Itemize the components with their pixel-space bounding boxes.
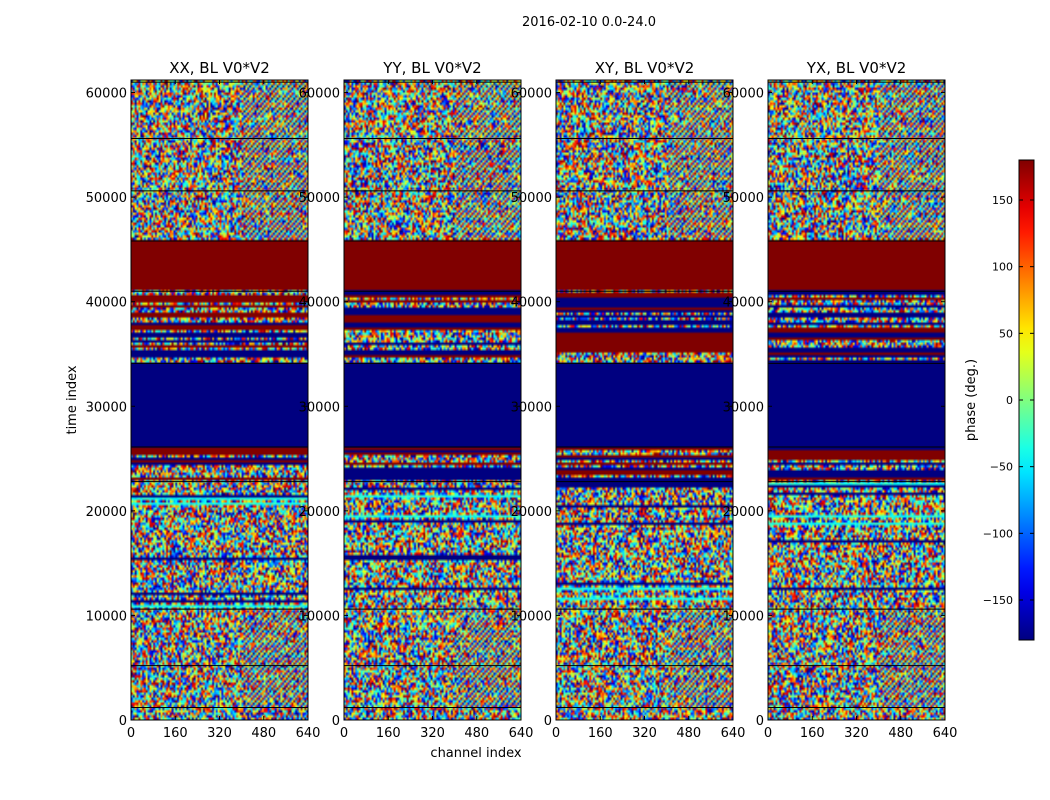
y-tick-label: 40000 <box>723 296 764 311</box>
x-tick-label: 160 <box>376 726 401 741</box>
y-tick-label: 0 <box>756 714 764 729</box>
y-tick-label: 60000 <box>86 87 127 102</box>
y-tick-label: 30000 <box>511 400 552 415</box>
y-tick-label: 50000 <box>86 191 127 206</box>
y-tick-label: 0 <box>544 714 552 729</box>
y-axis-label: time index <box>65 365 80 434</box>
x-tick-label: 640 <box>296 726 321 741</box>
colorbar-tick-label: −100 <box>983 527 1013 540</box>
panel-title-0: XX, BL V0*V2 <box>169 59 270 77</box>
y-tick-label: 40000 <box>299 296 340 311</box>
y-tick-label: 30000 <box>299 400 340 415</box>
colorbar-tick-label: 100 <box>992 261 1013 274</box>
x-tick-label: 640 <box>509 726 534 741</box>
y-tick-label: 30000 <box>723 400 764 415</box>
y-tick-label: 0 <box>119 714 127 729</box>
x-tick-label: 320 <box>420 726 445 741</box>
panel-title-1: YY, BL V0*V2 <box>382 59 481 77</box>
y-tick-label: 20000 <box>511 505 552 520</box>
x-tick-label: 0 <box>552 726 560 741</box>
y-tick-label: 20000 <box>723 505 764 520</box>
colorbar-tick-label: 50 <box>999 327 1013 340</box>
y-tick-label: 60000 <box>511 87 552 102</box>
x-tick-label: 160 <box>163 726 188 741</box>
x-tick-label: 160 <box>588 726 613 741</box>
x-tick-label: 480 <box>676 726 701 741</box>
panel-2: XY, BL V0*V2 0 160 320 480 640 0 10000 20000 3000… <box>511 59 746 741</box>
panel-title-3: YX, BL V0*V2 <box>806 59 907 77</box>
y-tick-label: 40000 <box>511 296 552 311</box>
panel-0: XX, BL V0*V2 0 160 320 480 640 0 10000 20000 3000… <box>86 59 321 741</box>
heatmap-image-2 <box>556 80 733 720</box>
colorbar-tick-label: 150 <box>992 194 1013 207</box>
y-tick-label: 10000 <box>299 609 340 624</box>
y-tick-label: 20000 <box>86 505 127 520</box>
heatmap-image-1 <box>344 80 521 720</box>
y-tick-label: 10000 <box>723 609 764 624</box>
x-tick-label: 0 <box>340 726 348 741</box>
x-tick-label: 160 <box>800 726 825 741</box>
x-tick-label: 320 <box>632 726 657 741</box>
heatmap-image-0 <box>131 80 308 720</box>
y-tick-label: 30000 <box>86 400 127 415</box>
x-tick-label: 0 <box>127 726 135 741</box>
x-tick-label: 320 <box>844 726 869 741</box>
x-tick-label: 640 <box>721 726 746 741</box>
panels-group: XX, BL V0*V2 0 160 320 480 640 0 10000 20000 3000… <box>86 59 958 741</box>
x-tick-label: 480 <box>251 726 276 741</box>
y-tick-label: 60000 <box>299 87 340 102</box>
y-tick-label: 10000 <box>86 609 127 624</box>
figure-suptitle: 2016-02-10 0.0-24.0 <box>522 15 656 30</box>
y-tick-label: 60000 <box>723 87 764 102</box>
x-axis-label: channel index <box>430 746 521 761</box>
panel-title-2: XY, BL V0*V2 <box>595 59 695 77</box>
colorbar: −150 −100 −50 0 50 100 150 <box>983 159 1035 641</box>
y-tick-label: 20000 <box>299 505 340 520</box>
y-tick-label: 50000 <box>299 191 340 206</box>
heatmap-image-3 <box>768 80 945 720</box>
colorbar-tick-label: 0 <box>1006 394 1013 407</box>
x-tick-label: 480 <box>464 726 489 741</box>
colorbar-label: phase (deg.) <box>964 359 979 441</box>
x-tick-label: 480 <box>888 726 913 741</box>
panel-3: YX, BL V0*V2 0 160 320 480 640 0 10000 20000 3000… <box>723 59 958 741</box>
colorbar-tick-label: −150 <box>983 594 1013 607</box>
y-tick-label: 40000 <box>86 296 127 311</box>
y-tick-label: 50000 <box>511 191 552 206</box>
y-tick-label: 10000 <box>511 609 552 624</box>
y-tick-label: 50000 <box>723 191 764 206</box>
y-tick-label: 0 <box>332 714 340 729</box>
x-tick-label: 320 <box>207 726 232 741</box>
x-tick-label: 640 <box>933 726 958 741</box>
x-tick-label: 0 <box>764 726 772 741</box>
colorbar-tick-label: −50 <box>990 461 1013 474</box>
panel-1: YY, BL V0*V2 0 160 320 480 640 0 10000 20000 3000… <box>299 59 534 741</box>
